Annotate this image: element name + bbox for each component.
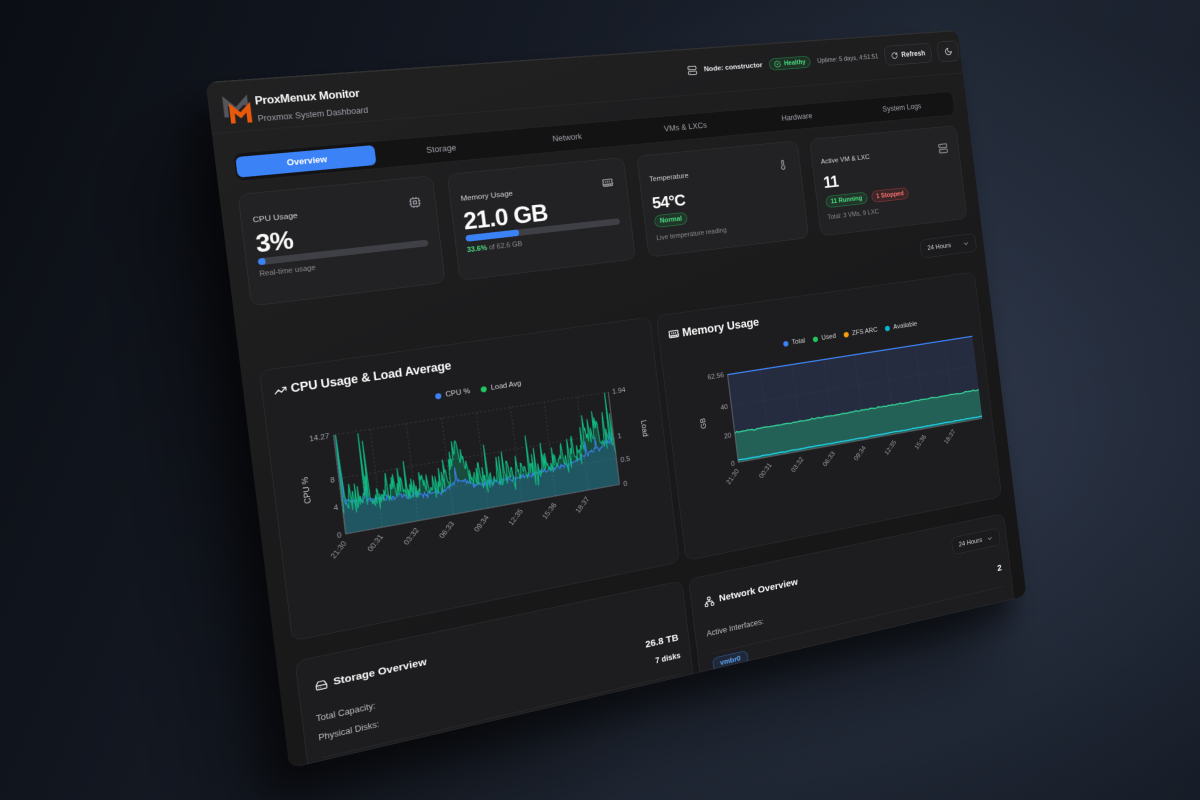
svg-text:8: 8 <box>330 475 336 484</box>
svg-text:0: 0 <box>623 480 628 488</box>
svg-text:Load: Load <box>639 419 649 437</box>
svg-text:03:32: 03:32 <box>402 526 421 546</box>
svg-text:21:30: 21:30 <box>725 467 741 486</box>
svg-text:0.5: 0.5 <box>620 455 631 464</box>
svg-text:09:34: 09:34 <box>853 444 868 462</box>
svg-text:14.27: 14.27 <box>309 432 330 443</box>
svg-text:4: 4 <box>333 503 339 512</box>
svg-text:15:36: 15:36 <box>913 433 927 451</box>
svg-text:CPU %: CPU % <box>300 476 313 504</box>
svg-text:18:37: 18:37 <box>574 495 591 514</box>
svg-text:20: 20 <box>724 431 732 440</box>
svg-text:62.56: 62.56 <box>707 371 725 381</box>
svg-text:0: 0 <box>731 460 736 468</box>
svg-text:21:30: 21:30 <box>329 539 349 560</box>
svg-text:09:34: 09:34 <box>473 513 491 533</box>
svg-text:18:37: 18:37 <box>943 428 957 445</box>
svg-text:1: 1 <box>617 432 622 440</box>
svg-text:03:32: 03:32 <box>790 456 805 474</box>
svg-text:40: 40 <box>720 403 729 412</box>
svg-text:15:36: 15:36 <box>541 501 559 521</box>
svg-text:12:35: 12:35 <box>507 507 525 527</box>
svg-text:1.94: 1.94 <box>612 386 627 396</box>
svg-text:00:31: 00:31 <box>366 533 385 553</box>
svg-text:00:31: 00:31 <box>758 461 774 479</box>
svg-text:12:35: 12:35 <box>883 439 898 457</box>
svg-text:06:33: 06:33 <box>438 520 457 540</box>
svg-text:0: 0 <box>337 531 343 540</box>
svg-text:GB: GB <box>698 418 707 430</box>
svg-text:06:33: 06:33 <box>821 450 836 468</box>
